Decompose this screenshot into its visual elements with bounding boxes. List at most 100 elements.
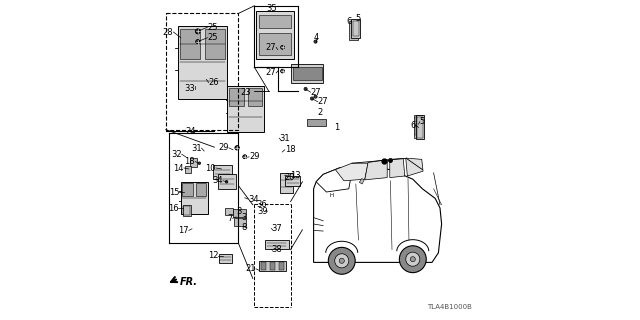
Bar xyxy=(182,183,193,196)
Text: 29: 29 xyxy=(249,152,259,161)
Bar xyxy=(414,115,423,138)
Bar xyxy=(234,218,246,226)
Circle shape xyxy=(281,69,284,73)
Text: 34: 34 xyxy=(248,195,259,204)
Circle shape xyxy=(281,46,284,49)
Circle shape xyxy=(195,29,200,34)
Circle shape xyxy=(314,40,317,43)
Text: 25: 25 xyxy=(207,23,218,32)
Circle shape xyxy=(243,155,247,159)
Text: 2: 2 xyxy=(317,108,323,117)
Bar xyxy=(351,19,360,38)
Circle shape xyxy=(406,252,420,266)
Bar xyxy=(259,261,286,271)
Bar xyxy=(416,115,424,139)
Circle shape xyxy=(280,45,285,49)
Bar xyxy=(349,21,358,40)
Circle shape xyxy=(314,95,317,98)
Text: 31: 31 xyxy=(191,144,202,153)
Polygon shape xyxy=(360,179,364,184)
Bar xyxy=(279,262,284,270)
Text: 29: 29 xyxy=(218,143,229,152)
Text: 16: 16 xyxy=(168,204,178,212)
Text: 37: 37 xyxy=(271,224,282,233)
Bar xyxy=(293,67,322,80)
Bar xyxy=(178,26,227,99)
Text: 28: 28 xyxy=(163,28,173,36)
Bar xyxy=(182,205,191,216)
Circle shape xyxy=(328,247,355,274)
Text: 36: 36 xyxy=(257,200,268,209)
Text: 12: 12 xyxy=(208,252,218,260)
Bar xyxy=(196,183,207,196)
Text: TLA4B1000B: TLA4B1000B xyxy=(427,304,472,310)
Circle shape xyxy=(399,246,426,273)
Bar xyxy=(166,13,238,130)
Text: 4: 4 xyxy=(314,33,319,42)
Bar xyxy=(233,209,246,217)
Text: 35: 35 xyxy=(267,4,277,13)
Text: 5: 5 xyxy=(356,14,361,23)
Bar xyxy=(225,208,233,215)
Circle shape xyxy=(335,254,349,268)
Bar xyxy=(184,206,190,215)
Circle shape xyxy=(225,180,228,183)
Text: 31: 31 xyxy=(280,134,290,143)
Text: 5: 5 xyxy=(420,117,425,126)
Bar xyxy=(261,262,266,270)
Text: 38: 38 xyxy=(271,245,282,254)
Text: 18: 18 xyxy=(285,145,296,154)
Bar xyxy=(265,240,289,249)
Bar xyxy=(291,64,323,83)
Bar xyxy=(227,86,264,132)
Polygon shape xyxy=(365,159,387,180)
Circle shape xyxy=(310,97,314,100)
Bar xyxy=(180,29,200,59)
Circle shape xyxy=(304,87,307,91)
Text: 1: 1 xyxy=(334,123,340,132)
Bar xyxy=(270,262,275,270)
Text: 13: 13 xyxy=(290,171,301,180)
Text: 27: 27 xyxy=(310,88,321,97)
Circle shape xyxy=(198,162,201,164)
Text: 27: 27 xyxy=(317,97,328,106)
Text: 27: 27 xyxy=(266,68,276,77)
Text: 23: 23 xyxy=(241,88,251,97)
Circle shape xyxy=(280,69,285,73)
Circle shape xyxy=(243,155,247,159)
Bar xyxy=(213,165,232,179)
Bar xyxy=(219,254,232,263)
Bar xyxy=(280,173,293,193)
Bar xyxy=(248,88,262,107)
Circle shape xyxy=(410,257,415,262)
Text: 14: 14 xyxy=(173,164,184,172)
Text: 39: 39 xyxy=(257,207,268,216)
Text: 24: 24 xyxy=(185,127,196,136)
Polygon shape xyxy=(335,163,368,181)
Text: 20: 20 xyxy=(285,173,295,182)
Text: 7: 7 xyxy=(227,214,233,223)
Text: 27: 27 xyxy=(266,43,276,52)
Text: 33: 33 xyxy=(184,84,195,93)
Text: H: H xyxy=(329,193,333,198)
Bar xyxy=(180,182,208,214)
Circle shape xyxy=(196,40,200,44)
Circle shape xyxy=(339,258,344,263)
Bar xyxy=(186,166,191,173)
Text: 21: 21 xyxy=(246,264,256,273)
Text: 6: 6 xyxy=(411,121,416,130)
Text: 3: 3 xyxy=(236,207,242,216)
Text: 34: 34 xyxy=(212,176,223,185)
Text: 32: 32 xyxy=(171,150,182,159)
Text: FR.: FR. xyxy=(180,277,198,287)
Circle shape xyxy=(236,146,239,150)
Bar xyxy=(415,117,422,135)
Bar xyxy=(205,29,225,59)
Bar xyxy=(259,15,291,28)
Text: 18: 18 xyxy=(184,157,195,166)
Text: 8: 8 xyxy=(242,223,247,232)
Bar xyxy=(285,176,301,186)
Text: 15: 15 xyxy=(169,188,179,196)
Text: 25: 25 xyxy=(207,33,218,42)
Bar xyxy=(353,21,358,36)
